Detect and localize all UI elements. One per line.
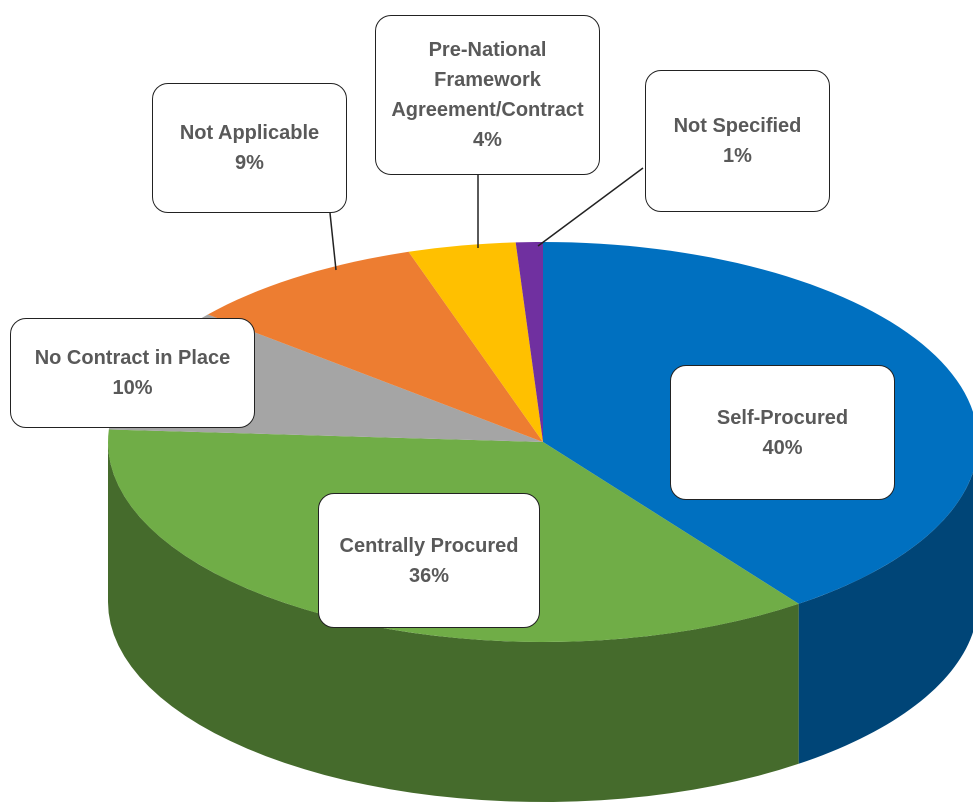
leader-line — [537, 167, 644, 247]
leader-lines — [329, 167, 644, 271]
label-name: Not Applicable — [179, 122, 320, 144]
slice — [515, 242, 543, 442]
label-value: 9% — [235, 152, 264, 174]
label-value: 40% — [762, 436, 803, 459]
data-label: Self-Procured 40% — [670, 365, 895, 500]
data-label: Pre-National Framework Agreement/Contrac… — [375, 15, 600, 175]
data-label: Not Specified 1% — [645, 70, 830, 212]
slice — [207, 251, 544, 442]
label-name: No Contract in Place — [34, 347, 231, 369]
data-label: Centrally Procured 36% — [318, 493, 540, 628]
slice-side — [798, 472, 973, 764]
leader-line — [329, 212, 337, 271]
pie-sides — [108, 442, 973, 802]
slice-side — [108, 442, 799, 802]
data-label: Not Applicable 9% — [152, 83, 347, 213]
label-name: Centrally Procured — [339, 534, 519, 557]
label-value: 1% — [723, 145, 752, 167]
label-name: Self-Procured — [716, 406, 849, 429]
data-label: No Contract in Place 10% — [10, 318, 255, 428]
label-name: Not Specified — [673, 115, 802, 137]
label-value: 10% — [112, 377, 153, 399]
slice — [408, 242, 543, 442]
label-name: Pre-National Framework Agreement/Contrac… — [391, 39, 584, 121]
label-value: 4% — [473, 129, 502, 151]
label-value: 36% — [408, 564, 450, 587]
